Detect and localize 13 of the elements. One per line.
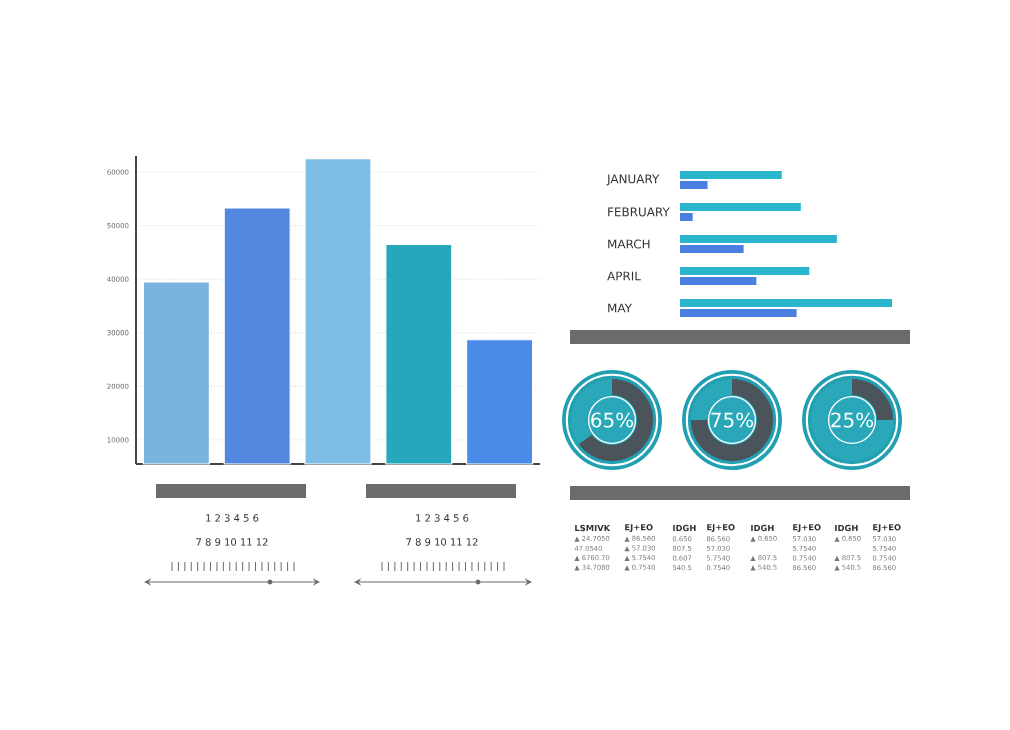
bar <box>680 266 810 275</box>
bar <box>680 308 797 317</box>
bar <box>680 244 744 253</box>
text: 75% <box>711 412 754 428</box>
bar <box>680 170 782 179</box>
bar <box>680 180 708 189</box>
bar <box>680 202 801 211</box>
text: 65% <box>591 412 634 428</box>
bar <box>680 234 837 243</box>
text: 25% <box>831 412 874 428</box>
bar <box>680 212 693 221</box>
bar <box>680 276 757 285</box>
bar <box>680 298 893 307</box>
